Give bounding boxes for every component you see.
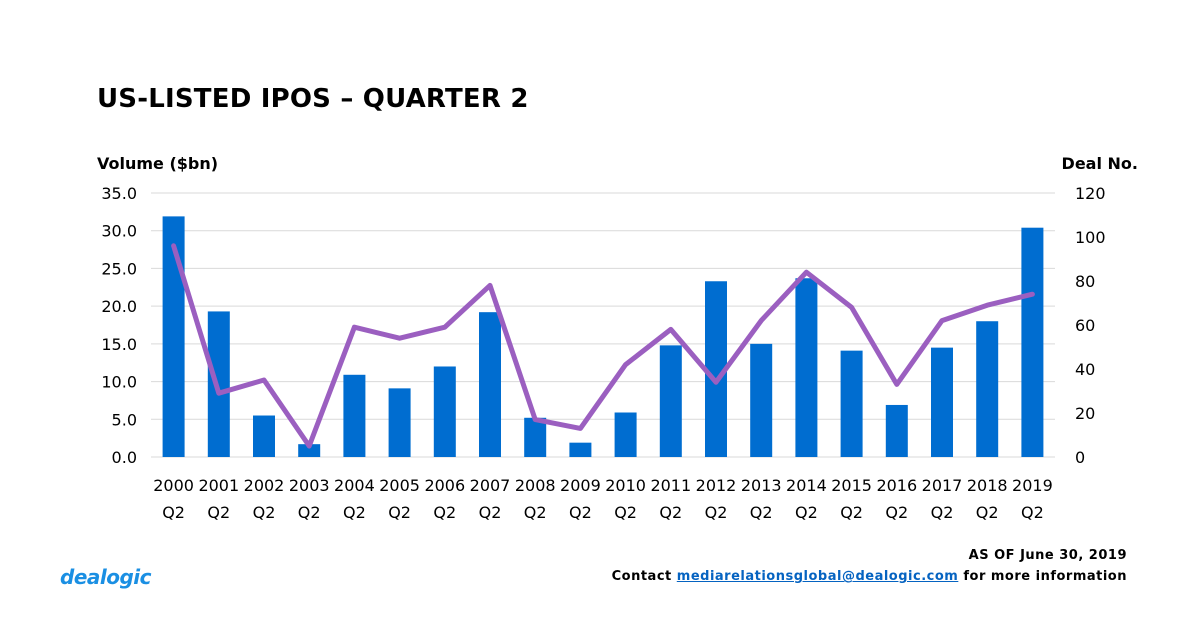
volume-bar	[162, 216, 185, 457]
volume-bar	[207, 311, 230, 457]
right-tick-label: 60	[1075, 316, 1095, 335]
x-tick-year: 2013	[741, 476, 782, 495]
x-tick-quarter: Q2	[569, 503, 592, 522]
volume-bar	[659, 345, 682, 457]
contact-prefix: Contact	[611, 569, 672, 584]
right-tick-label: 120	[1075, 184, 1106, 203]
volume-bar	[569, 442, 592, 457]
right-tick-label: 20	[1075, 404, 1095, 423]
volume-bar	[298, 444, 321, 457]
x-tick-year: 2006	[424, 476, 465, 495]
x-tick-quarter: Q2	[931, 503, 954, 522]
volume-bar	[750, 343, 773, 457]
x-tick-year: 2010	[605, 476, 646, 495]
contact-email-link[interactable]: mediarelationsglobal@dealogic.com	[676, 569, 959, 584]
volume-bar	[795, 278, 818, 457]
x-tick-quarter: Q2	[343, 503, 366, 522]
x-tick-year: 2018	[967, 476, 1008, 495]
volume-bar	[976, 321, 999, 457]
x-tick-quarter: Q2	[976, 503, 999, 522]
volume-bar	[388, 388, 411, 457]
x-tick-year: 2000	[153, 476, 194, 495]
right-axis-label: Deal No.	[1061, 154, 1138, 173]
x-tick-quarter: Q2	[614, 503, 637, 522]
x-tick-quarter: Q2	[479, 503, 502, 522]
x-tick-year: 2002	[244, 476, 285, 495]
x-tick-year: 2015	[831, 476, 872, 495]
volume-bar	[840, 350, 863, 457]
x-tick-year: 2011	[650, 476, 691, 495]
volume-bar	[433, 366, 456, 457]
x-tick-year: 2003	[289, 476, 330, 495]
contact-suffix: for more information	[963, 569, 1127, 584]
x-tick-year: 2014	[786, 476, 827, 495]
x-tick-year: 2016	[876, 476, 917, 495]
volume-bar	[931, 347, 953, 457]
x-tick-quarter: Q2	[162, 503, 185, 522]
left-tick-label: 35.0	[101, 184, 137, 203]
x-tick-quarter: Q2	[298, 503, 321, 522]
left-axis-label: Volume ($bn)	[97, 154, 219, 173]
right-tick-label: 80	[1075, 272, 1095, 291]
volume-bar	[253, 415, 275, 457]
left-tick-label: 30.0	[101, 222, 137, 241]
volume-bar	[479, 312, 501, 457]
right-tick-label: 40	[1075, 360, 1095, 379]
x-tick-quarter: Q2	[253, 503, 276, 522]
x-tick-year: 2017	[922, 476, 963, 495]
left-tick-label: 5.0	[112, 410, 137, 429]
x-tick-quarter: Q2	[885, 503, 908, 522]
dealogic-logo: dealogic	[60, 565, 152, 589]
volume-bar	[705, 281, 727, 457]
x-tick-quarter: Q2	[840, 503, 863, 522]
x-tick-quarter: Q2	[207, 503, 230, 522]
right-tick-label: 0	[1075, 448, 1085, 467]
right-tick-label: 100	[1075, 228, 1106, 247]
contact-line: Contact mediarelationsglobal@dealogic.co…	[612, 569, 1127, 584]
left-tick-label: 10.0	[101, 373, 137, 392]
left-tick-label: 20.0	[101, 297, 137, 316]
left-tick-label: 25.0	[101, 259, 137, 278]
volume-bar	[1021, 227, 1044, 457]
x-tick-quarter: Q2	[1021, 503, 1044, 522]
x-tick-year: 2008	[515, 476, 556, 495]
x-tick-quarter: Q2	[388, 503, 411, 522]
chart-title: US-LISTED IPOS – QUARTER 2	[97, 84, 529, 114]
volume-bar	[524, 417, 547, 457]
x-tick-quarter: Q2	[433, 503, 456, 522]
x-tick-year: 2012	[696, 476, 737, 495]
x-tick-year: 2009	[560, 476, 601, 495]
x-tick-year: 2005	[379, 476, 420, 495]
left-tick-label: 15.0	[101, 335, 137, 354]
x-tick-quarter: Q2	[705, 503, 728, 522]
x-tick-quarter: Q2	[659, 503, 682, 522]
x-tick-quarter: Q2	[795, 503, 818, 522]
x-tick-quarter: Q2	[524, 503, 547, 522]
as-of-date: AS OF June 30, 2019	[968, 548, 1127, 563]
x-tick-year: 2004	[334, 476, 375, 495]
volume-bar	[614, 412, 637, 457]
left-tick-label: 0.0	[112, 448, 137, 467]
x-tick-year: 2007	[470, 476, 511, 495]
x-tick-quarter: Q2	[750, 503, 773, 522]
x-tick-year: 2001	[198, 476, 239, 495]
x-tick-year: 2019	[1012, 476, 1053, 495]
deal-count-line	[171, 243, 1035, 449]
volume-bar	[343, 374, 366, 457]
volume-bar	[885, 404, 908, 457]
